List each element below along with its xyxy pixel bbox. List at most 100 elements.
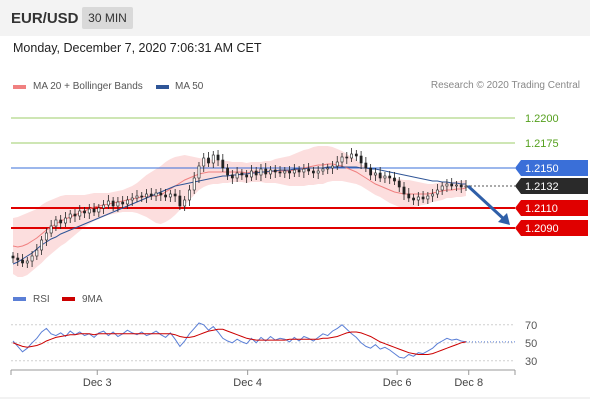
candle-body <box>292 169 296 174</box>
candle-body <box>459 184 463 188</box>
level-label-1.2132: 1.2132 <box>525 181 559 193</box>
chart-datetime: Monday, December 7, 2020 7:06:31 AM CET <box>13 41 262 55</box>
legend-9ma-label: 9MA <box>82 294 103 305</box>
candle-body <box>259 168 263 176</box>
candle-body <box>78 210 82 217</box>
candle-body <box>211 154 215 164</box>
x-tick-label: Dec 4 <box>233 377 262 389</box>
candle-body <box>116 201 120 207</box>
forecast-arrow-head <box>498 213 510 225</box>
ma50-line <box>12 166 466 265</box>
rsi-tick-70: 70 <box>525 320 537 332</box>
candle-body <box>335 161 339 167</box>
legend-ma50-label: MA 50 <box>175 81 204 92</box>
candle-body <box>145 193 148 198</box>
legend-9ma-swatch <box>62 297 75 301</box>
candle-body <box>340 156 344 163</box>
candle-body <box>435 189 439 195</box>
candle-body <box>273 169 277 173</box>
candle-body <box>216 154 220 161</box>
level-label-1.2110: 1.2110 <box>525 203 558 215</box>
candle-body <box>21 259 24 264</box>
candle-body <box>173 193 177 197</box>
candle-body <box>126 199 129 205</box>
candle-body <box>321 168 325 172</box>
candle-body <box>102 204 106 209</box>
candle-body <box>168 193 172 198</box>
candle-body <box>264 168 268 175</box>
level-label-1.2200: 1.2200 <box>525 113 559 125</box>
candle-body <box>445 183 449 187</box>
candle-body <box>197 165 201 179</box>
legend-ma50-swatch <box>156 85 169 89</box>
candle-body <box>83 210 86 214</box>
level-label-1.2090: 1.2090 <box>525 223 559 235</box>
candle-body <box>250 170 253 178</box>
candle-body <box>54 219 58 227</box>
candle-body <box>397 180 401 188</box>
candle-body <box>359 155 363 164</box>
candle-body <box>44 232 48 241</box>
x-tick-label: Dec 8 <box>454 377 483 389</box>
candle-body <box>192 177 196 191</box>
candle-body <box>240 172 244 176</box>
candle-body <box>164 194 167 198</box>
candle-body <box>59 219 63 224</box>
candle-body <box>97 207 101 213</box>
candle-body <box>402 186 406 195</box>
candle-body <box>431 193 435 197</box>
candle-body <box>188 189 191 201</box>
candle-body <box>440 185 444 191</box>
candle-body <box>135 195 139 199</box>
candle-body <box>230 174 234 179</box>
candle-body <box>121 201 125 205</box>
legend-ma20-label: MA 20 + Bollinger Bands <box>33 81 143 92</box>
candle-body <box>421 196 425 200</box>
legend-rsi-label: RSI <box>33 294 50 305</box>
candle-body <box>393 177 396 182</box>
x-tick-label: Dec 6 <box>383 377 412 389</box>
level-tag-1.2150 <box>515 160 588 176</box>
rsi-tick-30: 30 <box>525 356 537 368</box>
candle-body <box>159 192 163 196</box>
candle-body <box>202 157 206 167</box>
candle-body <box>64 217 67 224</box>
candle-body <box>149 193 153 197</box>
candle-body <box>455 184 458 187</box>
candle-body <box>364 162 368 169</box>
legend-rsi-swatch <box>13 297 26 301</box>
timeframe-button[interactable]: 30 MIN <box>82 7 133 29</box>
candle-body <box>450 183 454 187</box>
rsi-9ma-line <box>12 328 467 355</box>
candle-body <box>49 225 53 234</box>
candle-body <box>73 213 77 217</box>
candle-body <box>278 171 282 174</box>
candle-body <box>354 153 358 157</box>
candle-body <box>464 185 468 188</box>
candle-body <box>154 192 158 197</box>
candle-body <box>383 175 387 179</box>
candle-body <box>331 165 334 169</box>
level-tag-1.2110 <box>515 200 588 216</box>
candle-body <box>369 167 373 176</box>
candle-body <box>297 169 301 173</box>
candle-body <box>87 208 91 214</box>
candle-body <box>226 167 229 176</box>
candle-body <box>283 170 287 174</box>
candle-body <box>183 199 187 207</box>
candle-body <box>388 175 392 179</box>
instrument-symbol: EUR/USD <box>11 10 79 27</box>
candle-body <box>269 169 272 175</box>
candle-body <box>30 255 34 262</box>
candle-body <box>68 213 72 219</box>
rsi-line <box>12 322 467 359</box>
candle-body <box>92 208 96 213</box>
candle-body <box>373 172 377 176</box>
candle-body <box>307 168 311 172</box>
candle-body <box>207 157 210 164</box>
candle-body <box>111 200 115 207</box>
forecast-arrow-shaft <box>466 184 508 223</box>
candle-body <box>178 195 182 207</box>
candle-body <box>106 200 110 206</box>
